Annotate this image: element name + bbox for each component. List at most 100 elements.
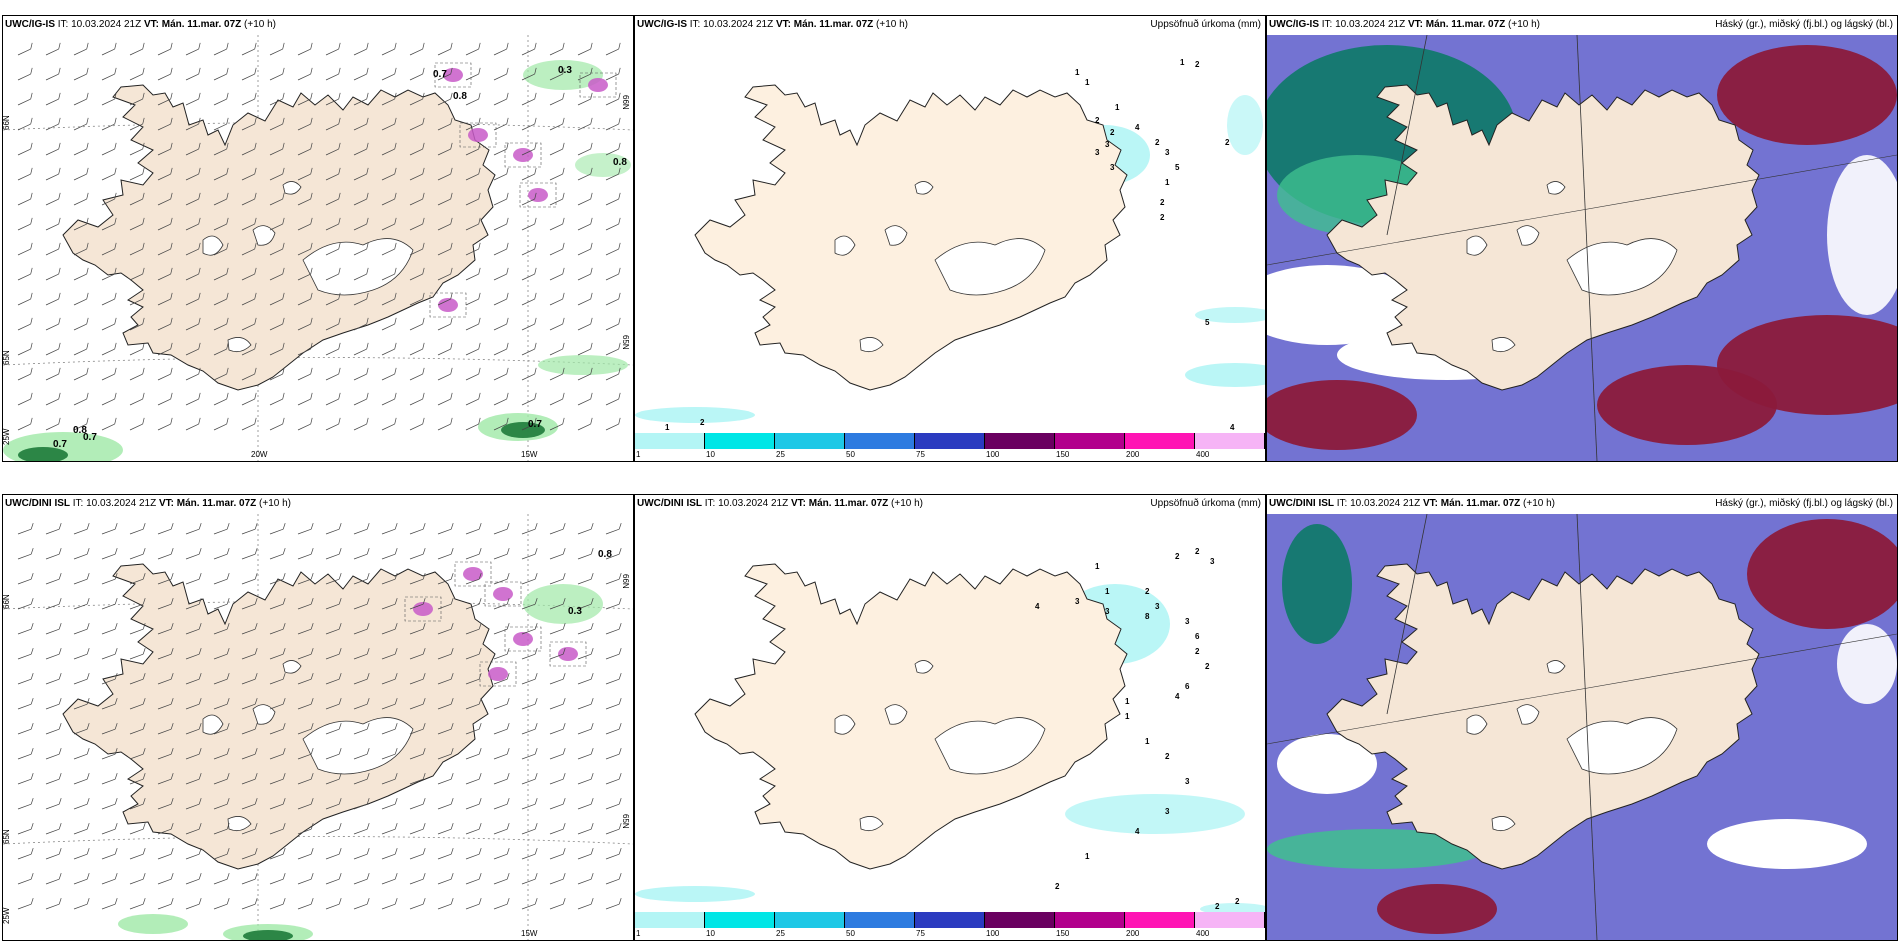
wind-barb xyxy=(213,217,229,231)
wind-barb-shaft xyxy=(325,728,340,735)
wind-barb-flag xyxy=(534,873,538,880)
wind-barb xyxy=(325,748,342,760)
wind-barb xyxy=(185,367,201,381)
colorbar-tick: 50 xyxy=(846,450,855,459)
wind-barb-shaft xyxy=(465,803,480,810)
wind-barb-flag xyxy=(30,392,33,400)
colorbar-tick: 400 xyxy=(1196,929,1210,938)
wind-barb-shaft xyxy=(241,803,256,810)
wind-barb xyxy=(17,748,34,760)
precip-value: 3 xyxy=(1165,148,1170,157)
wind-barb-flag xyxy=(226,67,229,75)
wind-barb-flag xyxy=(170,873,174,880)
wind-barb-flag xyxy=(618,167,621,175)
lat-label: 66N xyxy=(621,95,630,110)
wind-barb xyxy=(521,92,537,106)
wind-barb-flag xyxy=(366,698,370,705)
wind-barb-flag xyxy=(254,673,258,680)
wind-barb-flag xyxy=(366,67,369,75)
wind-barb-flag xyxy=(58,117,61,125)
wind-barb-flag xyxy=(450,648,454,655)
wind-barb xyxy=(325,673,342,685)
wind-barb-shaft xyxy=(297,248,311,256)
vt-label: VT: xyxy=(790,498,806,509)
init-time: 10.03.2024 21Z xyxy=(86,498,157,509)
init-time: 10.03.2024 21Z xyxy=(1350,498,1421,509)
wind-barb-flag xyxy=(394,217,397,225)
wind-barb-flag xyxy=(506,623,510,630)
wind-barb xyxy=(17,417,33,431)
wind-barb-shaft xyxy=(381,653,396,660)
wind-barb-flag xyxy=(422,142,425,150)
wind-barb-flag xyxy=(422,673,426,680)
wind-barb-flag xyxy=(254,648,258,655)
wind-barb-shaft xyxy=(353,578,368,585)
wind-barb xyxy=(521,167,537,181)
wind-barb-shaft xyxy=(129,123,143,131)
wind-barb-shaft xyxy=(381,73,395,81)
wind-barb-flag xyxy=(422,573,426,580)
precip-value: 3 xyxy=(1165,807,1170,816)
wind-barb-shaft xyxy=(157,653,172,660)
wind-barb-shaft xyxy=(409,373,423,381)
hatch-area xyxy=(479,661,517,687)
wind-barb-flag xyxy=(86,267,89,275)
wind-barb-flag xyxy=(142,573,146,580)
wind-barb xyxy=(409,648,426,660)
colorbar-tick: 10 xyxy=(706,929,715,938)
wind-barb-shaft xyxy=(101,48,115,56)
lat-label: 66N xyxy=(3,594,11,609)
wind-barb xyxy=(521,367,537,381)
wind-barb-flag xyxy=(450,192,453,200)
wind-barb xyxy=(605,723,622,735)
wind-barb-flag xyxy=(338,673,342,680)
wind-barb xyxy=(185,898,202,910)
wind-barb xyxy=(101,367,117,381)
wind-barb xyxy=(325,417,341,431)
wind-barb xyxy=(605,873,622,885)
wind-barb xyxy=(381,773,398,785)
wind-barb xyxy=(409,142,425,156)
glacier-outline xyxy=(914,181,934,195)
wind-barb-flag xyxy=(254,267,257,275)
wind-barb-shaft xyxy=(157,603,172,610)
wind-barb xyxy=(213,167,229,181)
lead-time: (+10 h) xyxy=(244,19,276,30)
wind-barb-shaft xyxy=(549,248,563,256)
wind-barb-shaft xyxy=(297,73,311,81)
wind-barb-shaft xyxy=(409,148,423,156)
wind-barb-shaft xyxy=(577,73,591,81)
wind-barb-flag xyxy=(282,167,285,175)
wind-barb xyxy=(129,217,145,231)
wind-barb xyxy=(213,67,229,81)
precip-shade xyxy=(635,407,755,423)
wind-barb-flag xyxy=(310,292,313,300)
wind-barb-shaft xyxy=(381,828,396,835)
wind-barb-flag xyxy=(282,217,285,225)
wind-barb-shaft xyxy=(185,903,200,910)
wind-barb-flag xyxy=(114,67,117,75)
wind-barb-shaft xyxy=(381,173,395,181)
wind-barb-flag xyxy=(30,848,34,855)
wind-barb-shaft xyxy=(213,628,228,635)
wind-barb xyxy=(381,873,398,885)
wind-barb-shaft xyxy=(605,728,620,735)
wind-barb-shaft xyxy=(325,903,340,910)
wind-barb xyxy=(409,873,426,885)
wind-barb xyxy=(437,392,453,406)
value-label: 0.8 xyxy=(598,549,612,560)
wind-barb-flag xyxy=(534,142,537,150)
wind-barb xyxy=(437,548,454,560)
wind-barb-flag xyxy=(282,292,285,300)
wind-barb-shaft xyxy=(129,603,144,610)
hatch-area xyxy=(504,626,542,652)
wind-barb-flag xyxy=(58,217,61,225)
wind-barb-shaft xyxy=(493,728,508,735)
wind-barb-flag xyxy=(506,823,510,830)
wind-barb xyxy=(241,217,257,231)
wind-barb-shaft xyxy=(157,98,171,106)
wind-barb-shaft xyxy=(465,273,479,281)
wind-barb-flag xyxy=(450,698,454,705)
wind-barb-flag xyxy=(226,417,229,425)
wind-barb xyxy=(129,142,145,156)
